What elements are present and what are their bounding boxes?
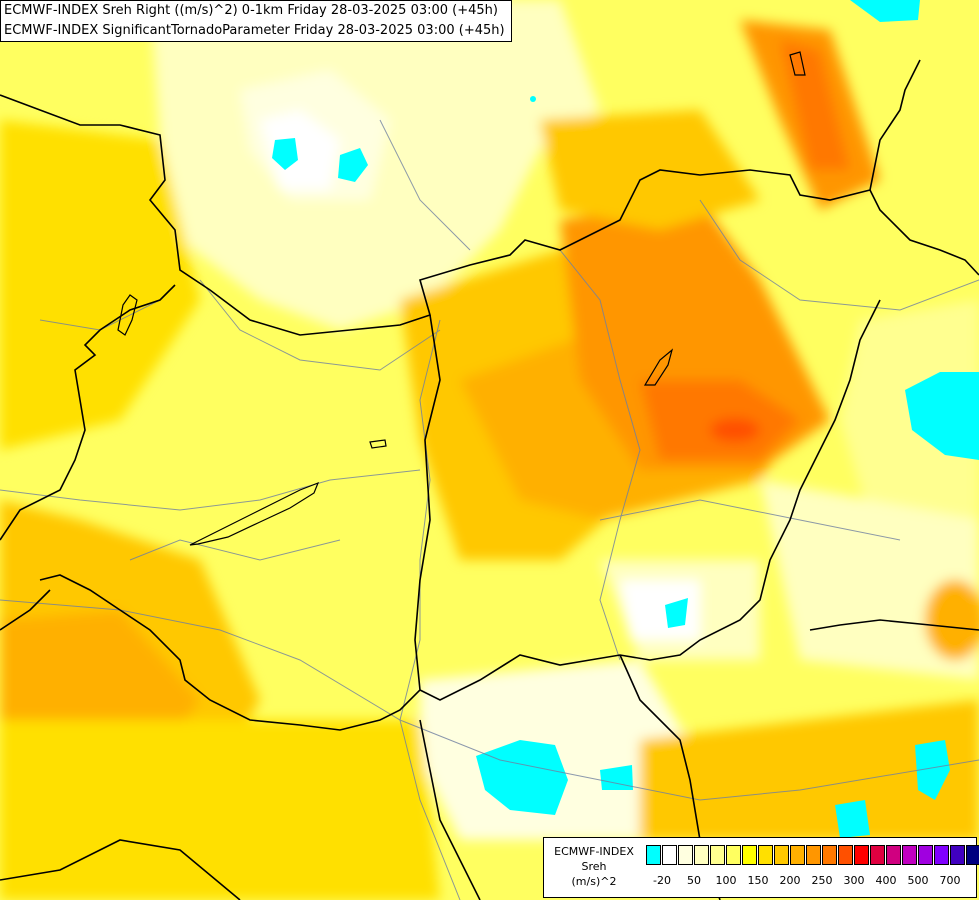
legend-title: ECMWF-INDEX — [554, 845, 634, 858]
map-title-box: ECMWF-INDEX Sreh Right ((m/s)^2) 0-1km F… — [0, 0, 512, 42]
legend-label: ECMWF-INDEX Sreh (m/s)^2 — [544, 844, 644, 889]
legend-tick: -20 — [653, 874, 671, 887]
legend-swatch-16 — [902, 845, 917, 865]
legend-swatch-5 — [726, 845, 741, 865]
stp-title: ECMWF-INDEX SignificantTornadoParameter … — [4, 23, 505, 38]
legend-swatch-3 — [694, 845, 709, 865]
legend-tick: 100 — [715, 874, 737, 887]
country-borders — [0, 59, 979, 900]
color-legend: ECMWF-INDEX Sreh (m/s)^2 -20 50 100 150 200 2… — [543, 837, 979, 898]
legend-swatch-4 — [710, 845, 725, 865]
rivers — [0, 119, 979, 900]
legend-swatch-6 — [742, 845, 757, 865]
legend-tick: 500 — [907, 874, 929, 887]
legend-tick: 300 — [843, 874, 865, 887]
legend-colorbar — [646, 845, 979, 865]
legend-swatch-10 — [806, 845, 821, 865]
legend-swatch-19 — [950, 845, 965, 865]
legend-swatch-17 — [918, 845, 933, 865]
legend-swatch-7 — [758, 845, 773, 865]
legend-swatch-15 — [886, 845, 901, 865]
legend-swatch-1 — [662, 845, 677, 865]
lakes — [117, 51, 806, 546]
legend-variable: Sreh — [581, 860, 607, 873]
negative-sreh-areas — [272, 0, 979, 838]
legend-tick: 250 — [811, 874, 833, 887]
legend-tick: 50 — [687, 874, 701, 887]
legend-swatch-2 — [678, 845, 693, 865]
legend-swatch-18 — [934, 845, 949, 865]
legend-tick-labels: -20 50 100 150 200 250 300 400 500 700 — [646, 874, 976, 890]
legend-swatch-9 — [790, 845, 805, 865]
legend-tick: 700 — [939, 874, 961, 887]
sreh-title: ECMWF-INDEX Sreh Right ((m/s)^2) 0-1km F… — [4, 3, 498, 18]
legend-swatch-14 — [870, 845, 885, 865]
legend-tick: 400 — [875, 874, 897, 887]
legend-swatch-0 — [646, 845, 661, 865]
legend-swatch-11 — [822, 845, 837, 865]
legend-units: (m/s)^2 — [571, 875, 617, 888]
legend-tick: 200 — [779, 874, 801, 887]
legend-swatch-12 — [838, 845, 853, 865]
legend-swatch-8 — [774, 845, 789, 865]
legend-swatch-13 — [854, 845, 869, 865]
legend-tick: 150 — [747, 874, 769, 887]
legend-swatch-20 — [966, 845, 979, 865]
